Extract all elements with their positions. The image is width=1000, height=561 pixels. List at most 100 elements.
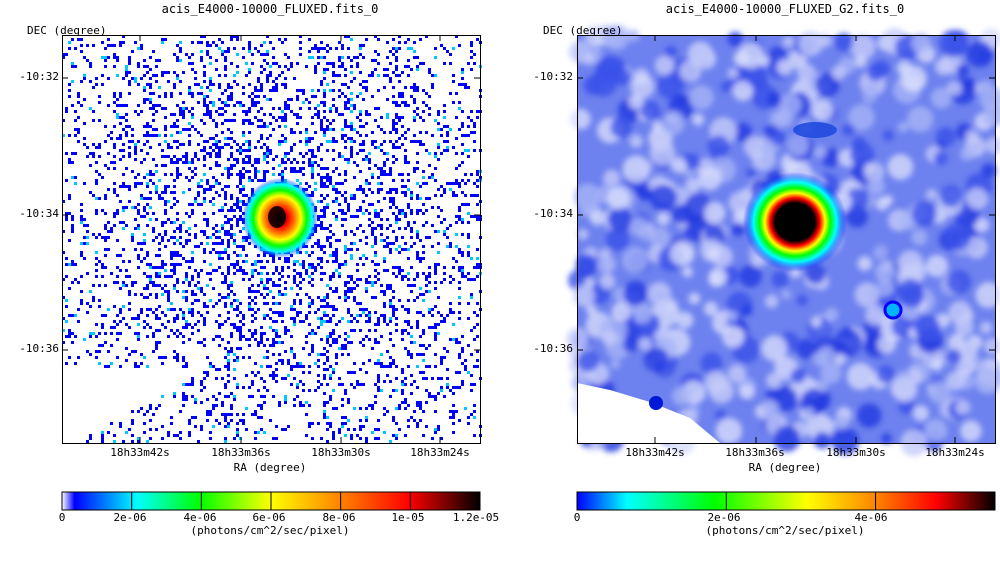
photon-pixel (62, 317, 65, 320)
photon-pixel (356, 56, 359, 59)
photon-pixel (146, 71, 149, 74)
photon-pixel (362, 212, 365, 215)
photon-pixel (98, 299, 101, 302)
photon-pixel (221, 338, 224, 341)
photon-pixel (203, 80, 206, 83)
photon-pixel (344, 125, 347, 128)
photon-pixel (113, 212, 116, 215)
photon-pixel (407, 332, 410, 335)
photon-pixel (356, 227, 359, 230)
photon-pixel (167, 71, 170, 74)
photon-pixel (152, 335, 155, 338)
photon-pixel (131, 50, 134, 53)
photon-pixel (377, 341, 380, 344)
photon-pixel (377, 317, 380, 320)
photon-pixel (395, 389, 398, 392)
photon-pixel (239, 329, 242, 332)
photon-pixel (155, 134, 158, 137)
photon-pixel (185, 239, 188, 242)
photon-pixel (389, 248, 392, 251)
photon-pixel (398, 428, 401, 431)
photon-pixel (80, 38, 83, 41)
photon-pixel (386, 374, 389, 377)
photon-pixel (209, 185, 212, 188)
photon-pixel (230, 209, 233, 212)
left-x-axis-label: RA (degree) (233, 461, 307, 474)
photon-pixel (365, 278, 368, 281)
photon-pixel (290, 347, 293, 350)
photon-pixel (194, 293, 197, 296)
photon-pixel (116, 113, 119, 116)
photon-pixel (140, 77, 143, 80)
photon-pixel (203, 104, 206, 107)
photon-pixel (176, 125, 179, 128)
photon-pixel (155, 185, 158, 188)
left-ra-tick-label: 18h33m30s (311, 446, 371, 459)
photon-pixel (245, 194, 248, 197)
photon-pixel (362, 254, 365, 257)
photon-pixel (455, 167, 458, 170)
photon-pixel (347, 47, 350, 50)
photon-pixel (263, 254, 266, 257)
photon-pixel (398, 41, 401, 44)
photon-pixel (293, 323, 296, 326)
photon-pixel (446, 50, 449, 53)
photon-pixel (410, 335, 413, 338)
photon-pixel (458, 317, 461, 320)
photon-pixel (62, 56, 65, 59)
left-colorbar-tick: 1e-05 (391, 511, 425, 524)
photon-pixel (80, 254, 83, 257)
photon-pixel (398, 74, 401, 77)
photon-pixel (392, 179, 395, 182)
photon-pixel (350, 125, 353, 128)
photon-pixel (458, 44, 461, 47)
photon-pixel (227, 395, 230, 398)
photon-pixel (344, 293, 347, 296)
photon-pixel (134, 77, 137, 80)
photon-pixel (176, 173, 179, 176)
photon-pixel (389, 287, 392, 290)
photon-pixel (215, 146, 218, 149)
photon-pixel (335, 257, 338, 260)
photon-pixel (431, 377, 434, 380)
photon-pixel (278, 257, 281, 260)
photon-pixel (200, 35, 203, 38)
photon-pixel (290, 383, 293, 386)
photon-pixel (371, 203, 374, 206)
photon-pixel (326, 350, 329, 353)
photon-pixel (374, 251, 377, 254)
photon-pixel (308, 101, 311, 104)
photon-pixel (212, 83, 215, 86)
photon-pixel (323, 47, 326, 50)
photon-pixel (452, 74, 455, 77)
photon-pixel (290, 308, 293, 311)
photon-pixel (104, 224, 107, 227)
photon-pixel (155, 275, 158, 278)
photon-pixel (434, 167, 437, 170)
photon-pixel (410, 383, 413, 386)
photon-pixel (161, 260, 164, 263)
photon-pixel (227, 173, 230, 176)
photon-pixel (434, 119, 437, 122)
photon-pixel (224, 230, 227, 233)
photon-pixel (179, 80, 182, 83)
photon-pixel (221, 188, 224, 191)
photon-pixel (347, 290, 350, 293)
photon-pixel (218, 326, 221, 329)
photon-pixel (377, 359, 380, 362)
photon-pixel (278, 140, 281, 143)
photon-pixel (137, 227, 140, 230)
photon-pixel (209, 89, 212, 92)
photon-pixel (272, 80, 275, 83)
photon-pixel (101, 83, 104, 86)
photon-pixel (290, 305, 293, 308)
photon-pixel (101, 344, 104, 347)
photon-pixel (215, 404, 218, 407)
photon-pixel (137, 47, 140, 50)
photon-pixel (116, 74, 119, 77)
photon-pixel (311, 245, 314, 248)
photon-pixel (272, 371, 275, 374)
photon-pixel (308, 164, 311, 167)
photon-pixel (68, 356, 71, 359)
photon-pixel (275, 380, 278, 383)
